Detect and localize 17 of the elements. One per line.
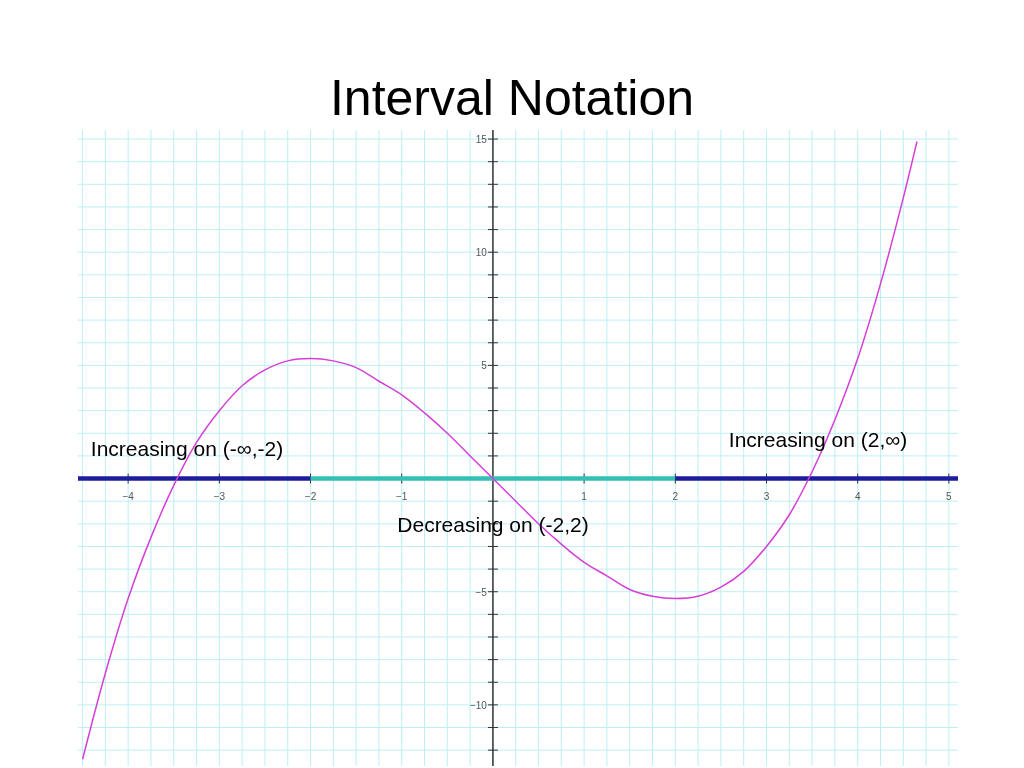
chart-title: Interval Notation — [329, 70, 695, 126]
x-tick-label: −3 — [213, 490, 226, 502]
annotation: Increasing on (2,∞) — [728, 428, 908, 451]
x-tick-label: 2 — [672, 490, 679, 502]
y-tick-label: 5 — [481, 360, 488, 372]
y-tick-label: −5 — [475, 586, 488, 598]
x-tick-label: −2 — [304, 490, 317, 502]
x-tick-label: 4 — [854, 490, 861, 502]
y-tick-label: 10 — [475, 247, 488, 259]
y-tick-label: −10 — [469, 699, 488, 711]
annotation: Increasing on (-∞,-2) — [90, 437, 284, 460]
x-tick-label: 1 — [581, 490, 588, 502]
y-tick-label: 15 — [475, 134, 488, 146]
x-tick-label: −4 — [122, 490, 135, 502]
x-tick-label: 3 — [763, 490, 770, 502]
x-tick-label: −1 — [396, 490, 408, 502]
x-tick-label: 5 — [946, 490, 953, 502]
